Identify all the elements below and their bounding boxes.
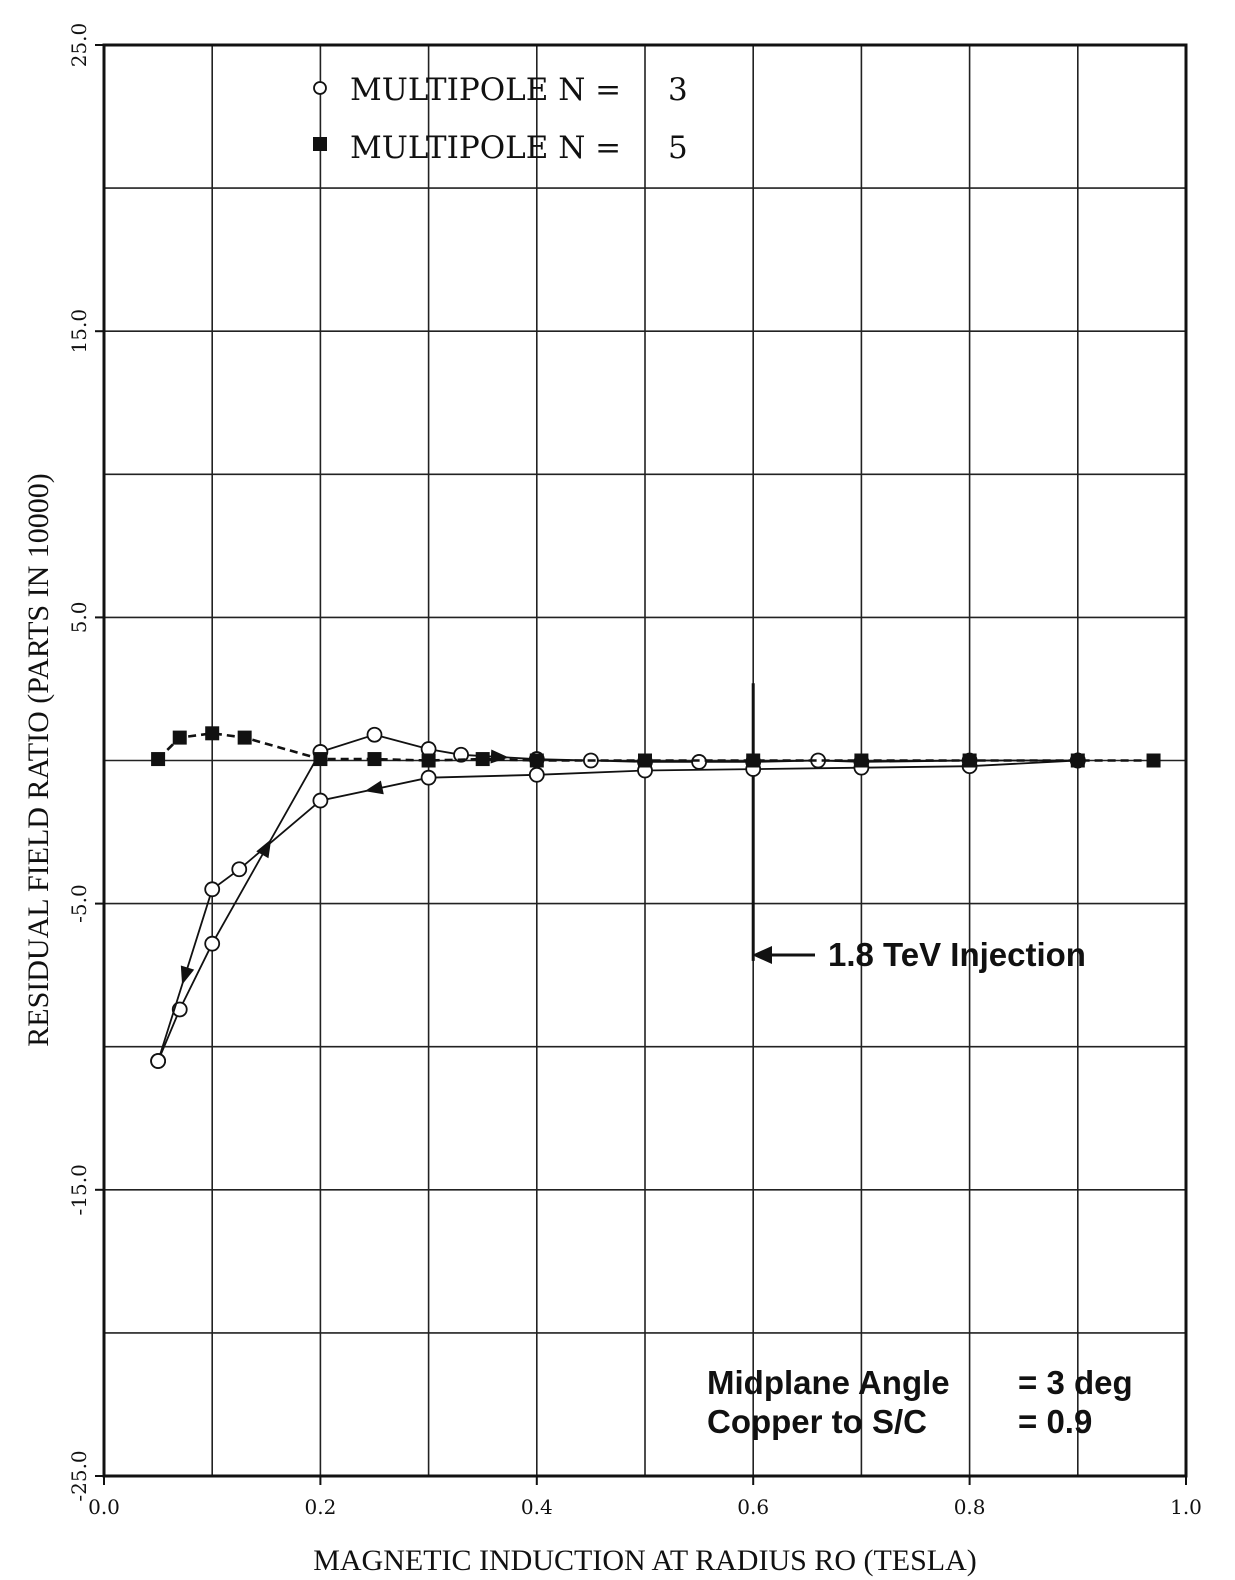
data-point-square — [475, 752, 490, 767]
y-tick-labels: -25.0 -15.0 -5.0 5.0 15.0 25.0 — [67, 23, 104, 1502]
data-point-square — [854, 753, 869, 768]
data-point-square — [638, 753, 652, 768]
data-point-square — [1146, 753, 1161, 768]
legend-marker-n3 — [313, 81, 327, 95]
data-point-circle — [528, 766, 545, 783]
y-tick-label: -5.0 — [67, 884, 91, 923]
copper-ratio-label: Copper to S/C — [707, 1403, 927, 1440]
legend-marker-n5 — [313, 137, 327, 151]
data-point-square — [421, 753, 436, 768]
data-point-circle — [204, 935, 221, 952]
legend: MULTIPOLE N = 3 MULTIPOLE N = 5 — [313, 72, 688, 166]
direction-arrows — [180, 749, 509, 985]
legend-label-n5: MULTIPOLE N = — [350, 130, 621, 166]
data-point-circle — [366, 726, 383, 743]
ramp-down-arrow — [180, 965, 195, 985]
x-tick-label: 0.4 — [521, 1495, 553, 1519]
midplane-angle-value: = 3 deg — [1018, 1364, 1133, 1401]
copper-ratio-value: = 0.9 — [1018, 1403, 1092, 1440]
y-tick-label: -15.0 — [67, 1164, 91, 1215]
data-point-square — [205, 726, 220, 741]
x-tick-labels: 0.0 0.2 0.4 0.6 0.8 1.0 — [88, 1476, 1202, 1519]
plot-frame — [102, 43, 1188, 1478]
series-layer — [150, 726, 1161, 1069]
data-point-square — [313, 752, 328, 767]
data-point-circle — [231, 861, 248, 878]
x-tick-label: 0.8 — [954, 1495, 986, 1519]
legend-value-n3: 3 — [668, 72, 688, 108]
ramp-up-arrow — [490, 749, 509, 764]
series-line-2 — [157, 731, 1154, 762]
data-point-square — [172, 730, 187, 745]
data-point-square — [1070, 753, 1085, 768]
legend-label-n3: MULTIPOLE N = — [350, 72, 621, 108]
y-tick-label: 25.0 — [67, 23, 91, 68]
conditions-annotation: Midplane Angle = 3 deg Copper to S/C = 0… — [707, 1364, 1133, 1440]
x-tick-label: 1.0 — [1170, 1495, 1202, 1519]
x-tick-label: 0.0 — [88, 1495, 120, 1519]
data-point-circle — [420, 769, 437, 786]
x-tick-label: 0.6 — [737, 1495, 769, 1519]
y-tick-label: 15.0 — [67, 309, 91, 354]
legend-value-n5: 5 — [668, 130, 688, 166]
y-axis-label: RESIDUAL FIELD RATIO (PARTS IN 10000) — [22, 473, 55, 1047]
data-point-circle — [312, 792, 329, 809]
data-point-square — [151, 752, 166, 767]
x-tick-label: 0.2 — [304, 1495, 336, 1519]
data-point-circle — [204, 881, 221, 898]
data-point-square — [746, 753, 761, 768]
data-point-square — [237, 730, 252, 745]
y-tick-label: 5.0 — [67, 601, 91, 633]
y-tick-label: -25.0 — [67, 1450, 91, 1501]
data-point-square — [367, 752, 382, 767]
data-point-square — [529, 753, 544, 768]
injection-arrow-head — [752, 946, 772, 964]
midplane-angle-label: Midplane Angle — [707, 1364, 950, 1401]
x-axis-label: MAGNETIC INDUCTION AT RADIUS RO (TESLA) — [313, 1544, 977, 1577]
injection-annotation: 1.8 TeV Injection — [752, 936, 1086, 973]
data-point-circle — [150, 1053, 167, 1069]
ramp-down-arrow — [364, 780, 384, 795]
data-point-circle — [691, 754, 707, 770]
data-point-square — [962, 753, 977, 768]
injection-label: 1.8 TeV Injection — [828, 936, 1086, 973]
ramp-up-arrow — [256, 839, 272, 859]
